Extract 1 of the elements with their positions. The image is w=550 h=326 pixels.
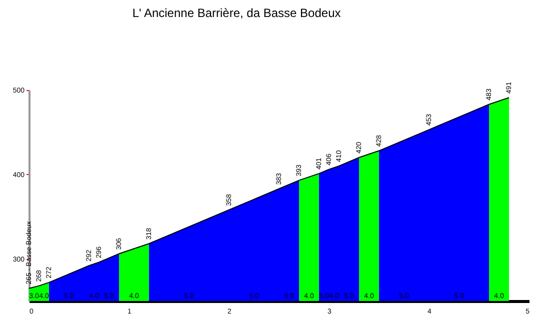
chart-title: L' Ancienne Barrière, da Basse Bodeux xyxy=(132,6,341,20)
